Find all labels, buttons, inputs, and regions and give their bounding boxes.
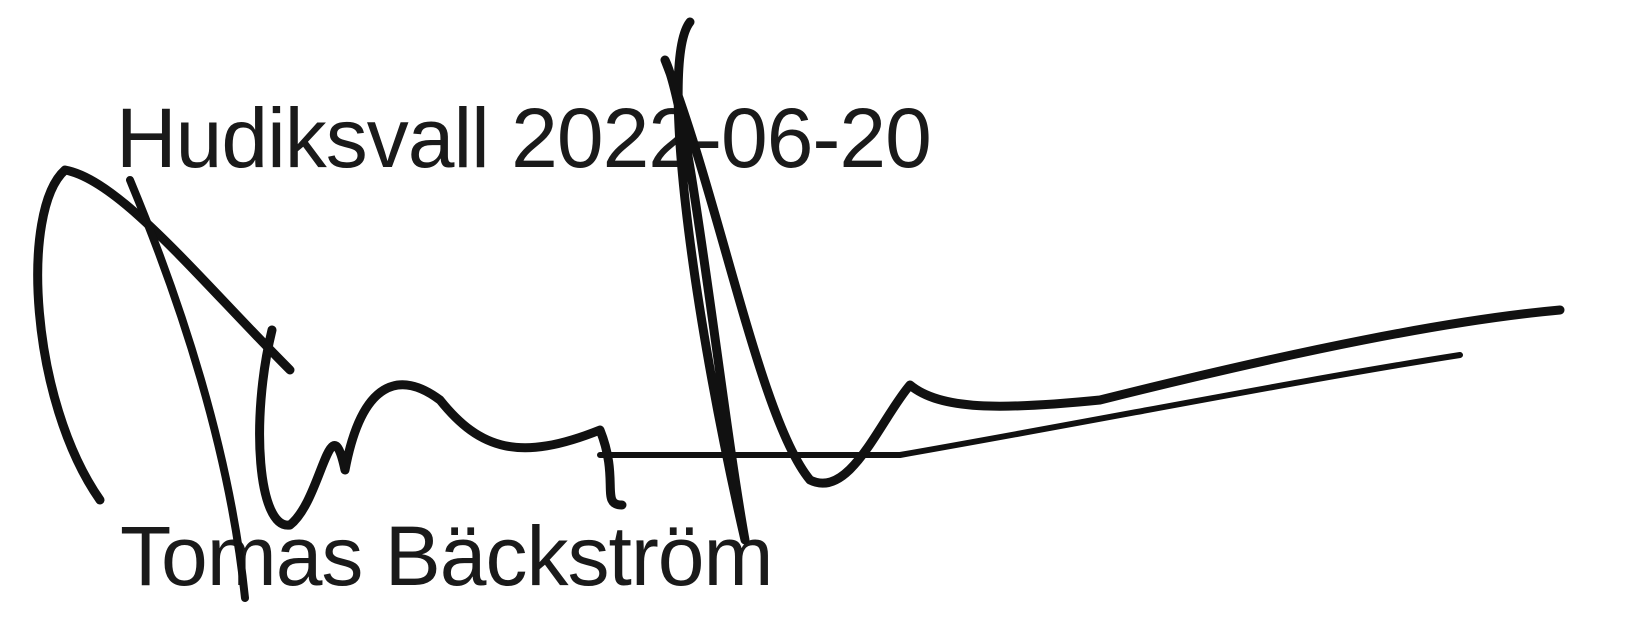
signature-stroke <box>665 22 1560 540</box>
signature <box>0 0 1648 628</box>
signature-stroke <box>260 330 622 525</box>
signature-stroke <box>38 170 290 500</box>
signature-stroke <box>130 180 245 598</box>
document-page: {"place_date": "Hudiksvall 2022-06-20", … <box>0 0 1648 628</box>
